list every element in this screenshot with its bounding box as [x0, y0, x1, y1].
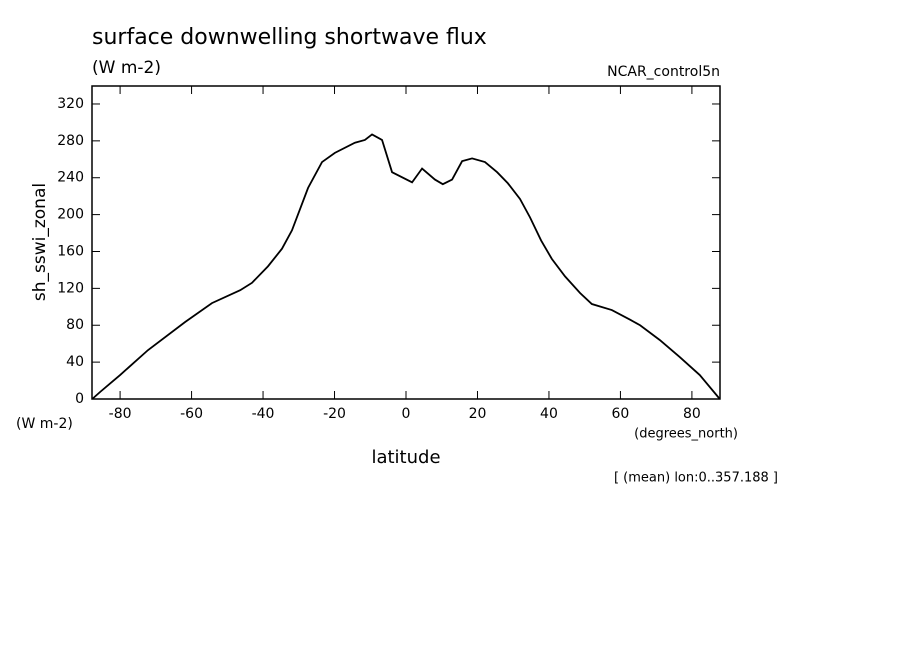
y-tick-label: 160	[57, 243, 84, 259]
x-tick-label: 40	[540, 406, 558, 422]
x-tick-label: -20	[323, 406, 346, 422]
x-tick-label: -60	[180, 406, 203, 422]
y-tick-label: 240	[57, 170, 84, 186]
y-tick-label: 80	[66, 317, 84, 333]
x-tick-label: -40	[252, 406, 275, 422]
chart-title: surface downwelling shortwave flux	[92, 25, 487, 50]
x-tick-label: 20	[469, 406, 487, 422]
y-tick-label: 40	[66, 354, 84, 370]
x-tick-label: 0	[402, 406, 411, 422]
y-tick-label: 200	[57, 207, 84, 223]
x-tick-label: -80	[109, 406, 132, 422]
y-tick-label: 0	[75, 391, 84, 407]
x-tick-label: 60	[612, 406, 630, 422]
plot-frame	[91, 85, 721, 400]
y-units: (W m-2)	[16, 416, 73, 432]
y-tick-label: 280	[57, 133, 84, 149]
x-axis-label: latitude	[371, 447, 440, 468]
units: (W m-2)	[92, 58, 161, 78]
dataset: NCAR_control5n	[607, 64, 720, 80]
note: [ (mean) lon:0..357.188 ]	[614, 471, 778, 486]
y-axis-label: sh_sswi_zonal	[30, 183, 50, 301]
y-tick-label: 120	[57, 280, 84, 296]
x-units: (degrees_north)	[634, 427, 738, 442]
line	[91, 133, 721, 400]
x-tick-label: 80	[683, 406, 701, 422]
y-tick-label: 320	[57, 96, 84, 112]
